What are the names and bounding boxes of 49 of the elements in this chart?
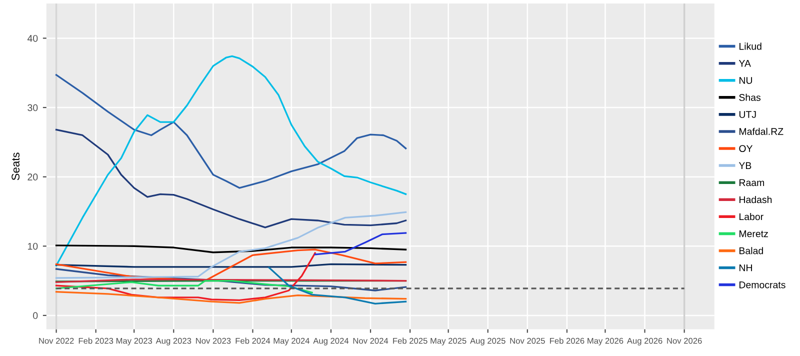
legend-label: YB — [738, 162, 752, 169]
x-tick-label: Feb 2024 — [236, 338, 270, 344]
legend-label: NH — [740, 264, 752, 272]
legend-label: UTJ — [739, 111, 756, 118]
y-axis-title: Seats — [12, 152, 20, 180]
x-tick-label: Feb 2025 — [393, 338, 428, 344]
y-tick-label: 0 — [33, 312, 38, 320]
x-tick-label: May 2025 — [430, 338, 466, 346]
x-tick-label: May 2026 — [588, 338, 624, 346]
legend-label: Democrats — [740, 282, 786, 288]
legend-label: Raam — [740, 179, 764, 186]
line-series — [55, 291, 407, 304]
x-tick-label: Aug 2024 — [313, 338, 349, 346]
x-tick-label: Aug 2023 — [156, 338, 192, 346]
y-tick-label: 10 — [28, 242, 38, 250]
legend-label: YA — [738, 60, 751, 67]
y-tick-label: 20 — [28, 174, 38, 180]
legend-label: Meretz — [740, 230, 768, 238]
x-tick-label: May 2024 — [274, 338, 310, 346]
line-series — [55, 55, 407, 266]
x-tick-label: Aug 2025 — [470, 338, 506, 346]
x-tick-label: Feb 2026 — [550, 338, 584, 344]
y-tick-label: 40 — [27, 34, 38, 42]
legend-label: NU — [740, 77, 752, 84]
legend-label: Shas — [739, 94, 761, 101]
x-tick-label: Nov 2022 — [39, 338, 74, 344]
line-series — [314, 232, 407, 256]
line-series — [55, 128, 407, 228]
line-series — [268, 266, 407, 304]
legend-label: OY — [739, 145, 753, 152]
line-series — [55, 74, 407, 189]
x-tick-label: May 2023 — [116, 338, 152, 346]
x-tick-label: Feb 2023 — [78, 338, 114, 344]
legend-label: Likud — [740, 42, 762, 50]
line-series — [55, 248, 407, 282]
line-series — [55, 280, 313, 294]
legend-label: Balad — [740, 247, 763, 254]
line-series — [55, 252, 316, 302]
x-tick-label: Nov 2023 — [196, 338, 231, 344]
legend-label: Hadash — [740, 196, 772, 204]
y-tick-label: 30 — [28, 104, 38, 112]
line-series — [55, 211, 407, 279]
x-tick-label: Aug 2026 — [626, 338, 662, 346]
line-series — [55, 244, 407, 254]
x-tick-label: Nov 2026 — [667, 338, 702, 344]
x-tick-label: Nov 2025 — [510, 338, 545, 344]
x-tick-label: Nov 2024 — [353, 338, 388, 344]
legend-label: Mafdal.RZ — [740, 128, 784, 135]
legend-label: Labor — [740, 213, 764, 220]
